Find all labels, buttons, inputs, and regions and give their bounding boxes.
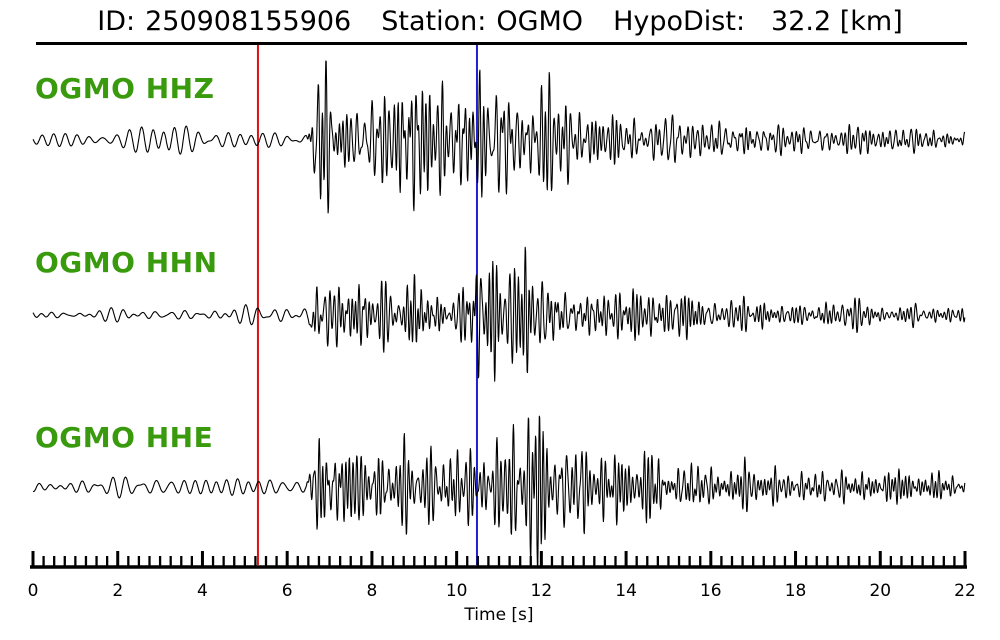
x-tick-label: 20 — [869, 581, 891, 601]
x-tick-label: 10 — [446, 581, 468, 601]
trace-label-hhe: OGMO HHE — [35, 421, 214, 454]
x-tick-label: 22 — [954, 581, 976, 601]
x-tick-label: 18 — [785, 581, 807, 601]
x-tick-label: 2 — [112, 581, 123, 601]
figure-header: ID: 250908155906 Station: OGMO HypoDist:… — [0, 6, 1000, 37]
x-tick-label: 4 — [197, 581, 208, 601]
x-tick-label: 12 — [531, 581, 553, 601]
station-label: Station: — [381, 6, 487, 37]
waveform-trace-1 — [32, 246, 966, 382]
station-value: OGMO — [496, 6, 584, 37]
event-id-group: ID: 250908155906 — [97, 6, 351, 37]
x-axis-title: Time [s] — [463, 605, 533, 625]
hypodist-value: 32.2 [km] — [771, 6, 903, 37]
waveform-trace-0 — [32, 60, 966, 214]
x-tick-label: 16 — [700, 581, 722, 601]
event-id-value: 250908155906 — [145, 6, 352, 37]
header-divider — [36, 42, 967, 45]
x-tick-label: 8 — [366, 581, 377, 601]
station-group: Station: OGMO — [381, 6, 583, 37]
x-tick-label: 14 — [615, 581, 637, 601]
x-tick-label: 6 — [282, 581, 293, 601]
trace-label-hhz: OGMO HHZ — [35, 72, 215, 105]
waveform-trace-2 — [32, 415, 966, 567]
hypodist-label: HypoDist: — [613, 6, 746, 37]
hypodist-group: HypoDist: 32.2 [km] — [613, 6, 903, 37]
event-id-label: ID: — [97, 6, 136, 37]
x-tick-label: 0 — [28, 581, 39, 601]
trace-label-hhn: OGMO HHN — [35, 246, 218, 279]
